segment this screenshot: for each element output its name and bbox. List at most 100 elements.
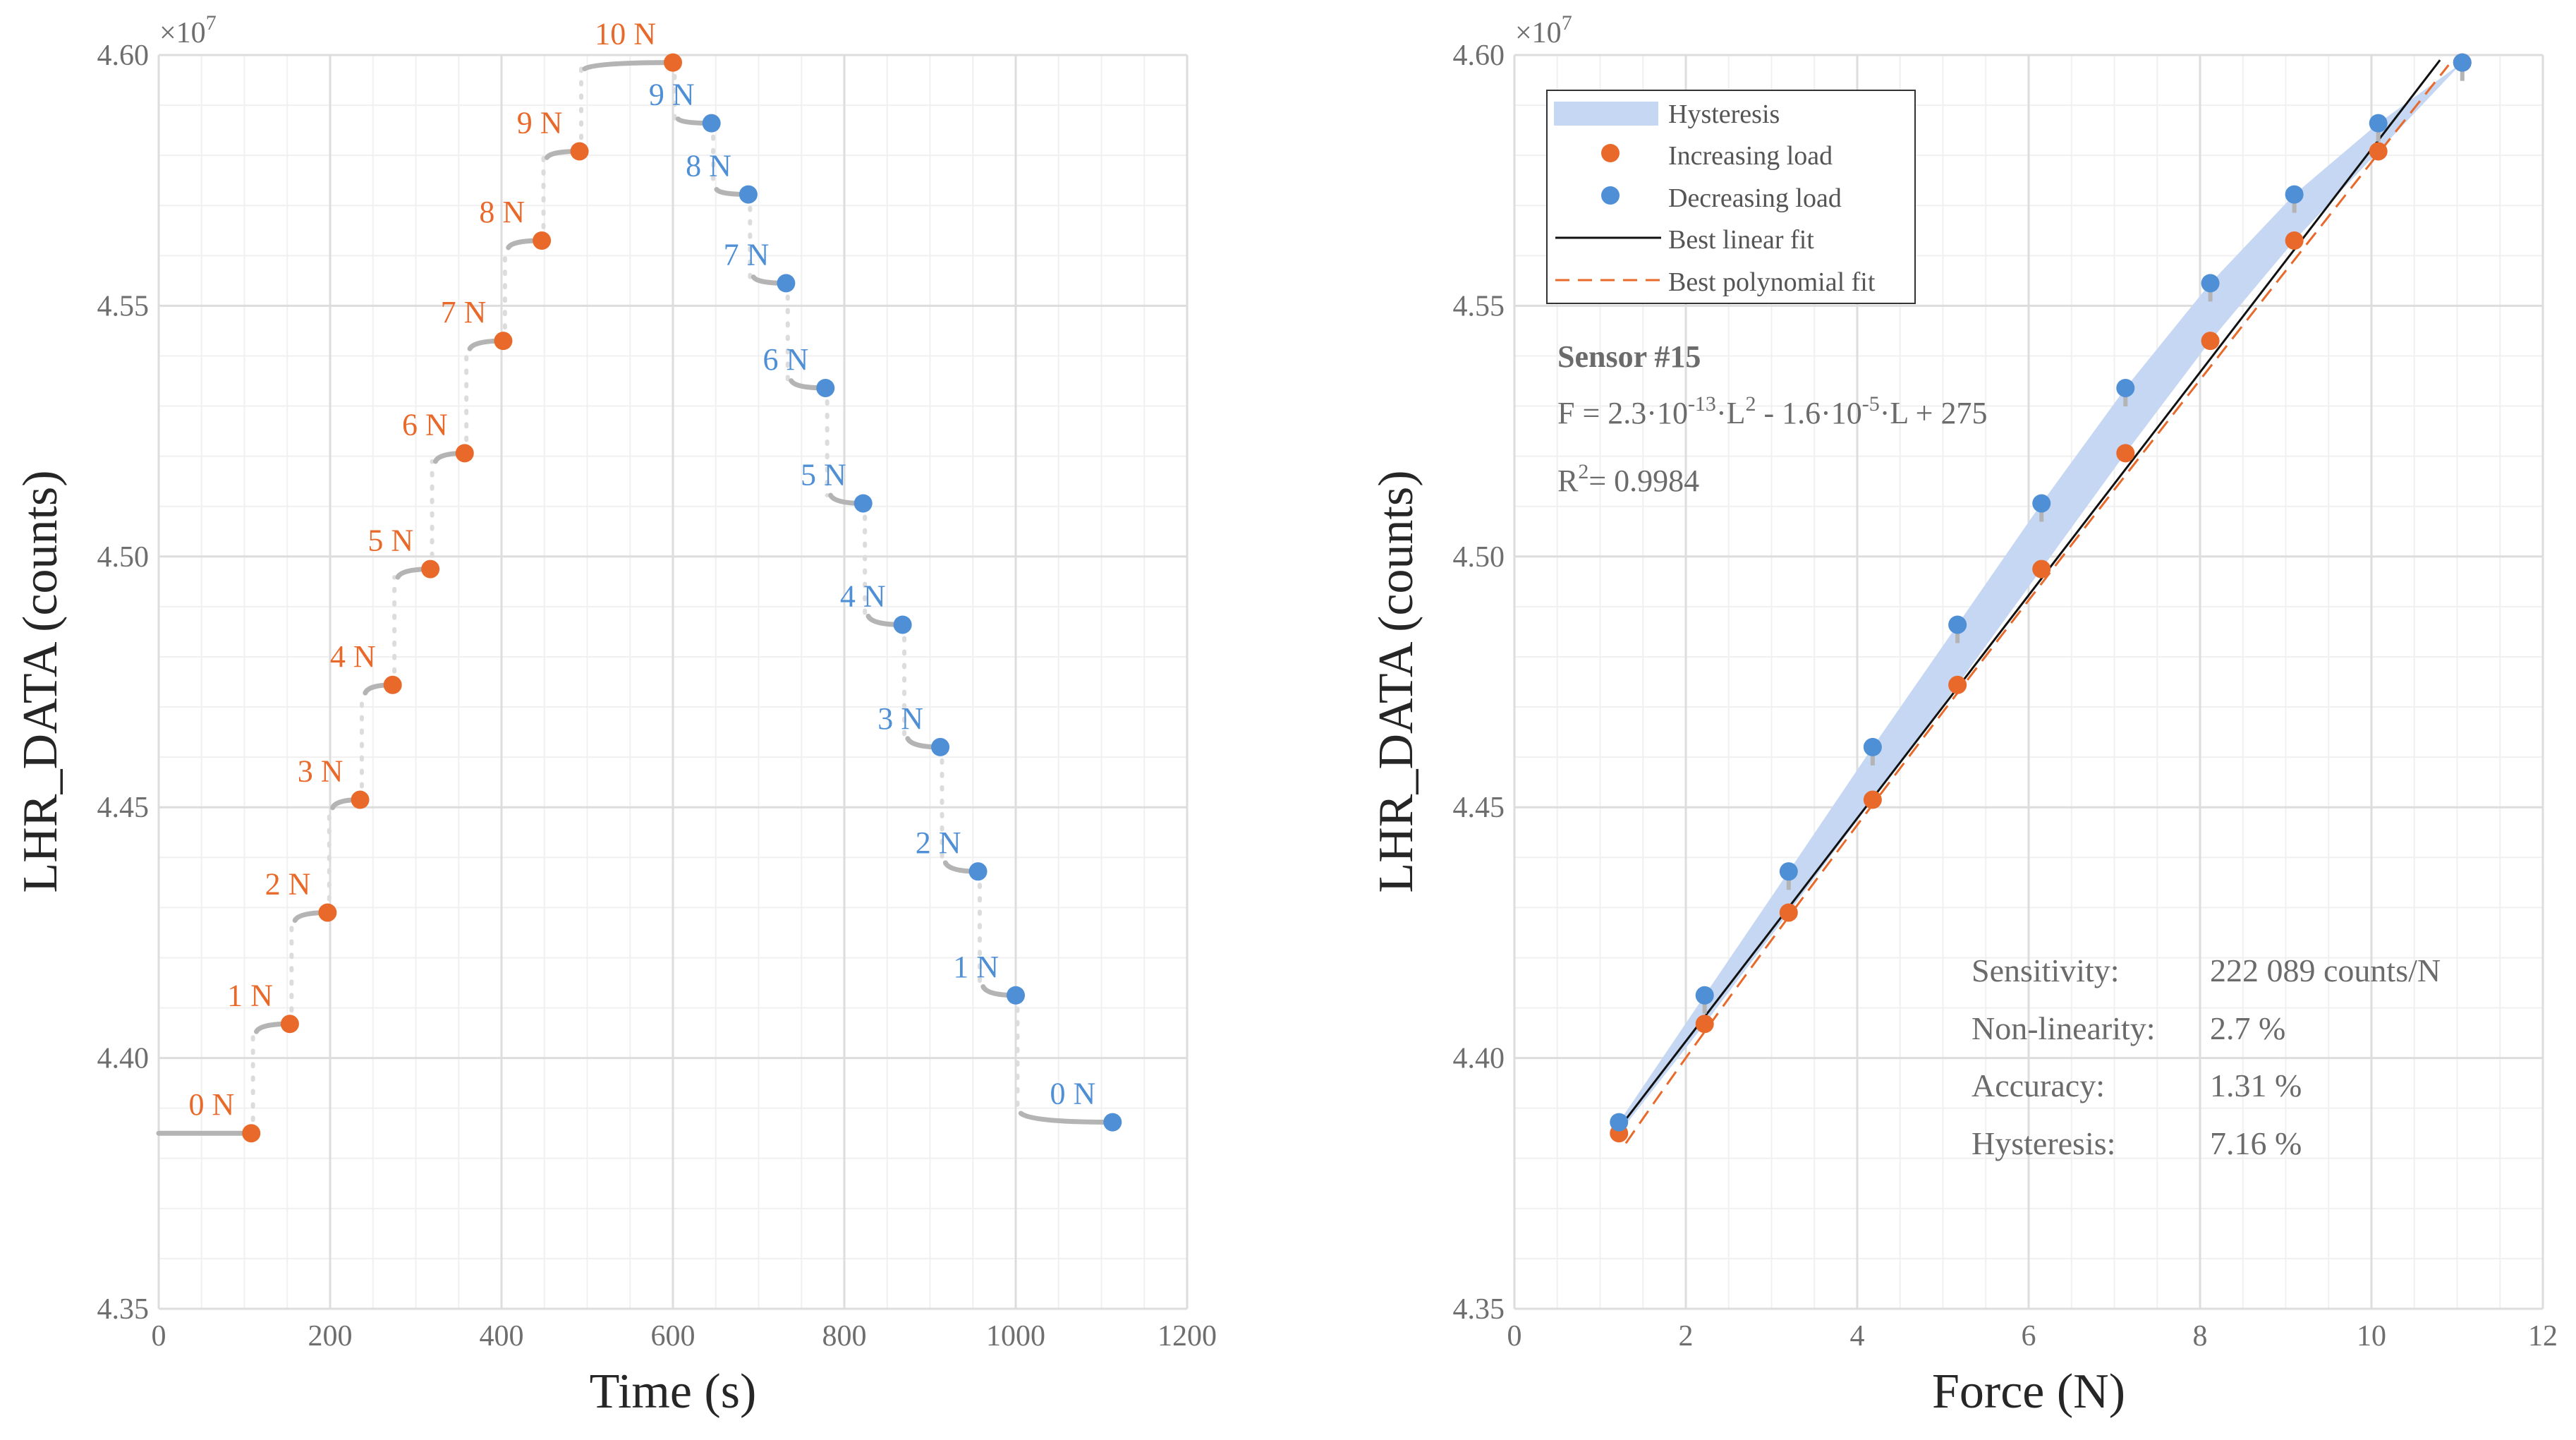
decreasing-point-label: 6 N (763, 342, 808, 377)
fit-equation: F = 2.3·10-13·L2 - 1.6·10-5·L + 275 (1557, 392, 1988, 430)
legend-hysteresis-swatch (1554, 102, 1658, 126)
y-tick-label: 4.55 (1453, 290, 1505, 322)
decreasing-point (853, 494, 873, 513)
time-series-panel: 0 N 1 N 2 N 3 N 4 N 5 N 6 N 7 N 8 N 9 N 10 N 9 N 8 N… (13, 11, 1217, 1419)
y-tick-label: 4.45 (97, 792, 150, 824)
stat-sensitivity-name: Sensitivity: (1972, 952, 2120, 988)
legend-decreasing-label: Decreasing load (1668, 183, 1842, 213)
increasing-point-label: 9 N (517, 105, 563, 140)
x-tick-label: 2 (1679, 1320, 1694, 1353)
x-tick-label: 8 (2193, 1320, 2208, 1353)
decreasing-point (968, 862, 988, 881)
decreasing-load-point (1948, 615, 1967, 634)
decreasing-load-point (2453, 53, 2472, 72)
increasing-point-label: 5 N (367, 524, 413, 558)
decreasing-point-label: 4 N (840, 579, 886, 613)
y-tick-label: 4.45 (1453, 792, 1505, 824)
right-y-axis-label: LHR_DATA (counts) (1369, 470, 1423, 893)
decreasing-load-point (1695, 986, 1714, 1005)
decreasing-load-point (1779, 862, 1798, 881)
x-tick-label: 1000 (986, 1320, 1045, 1353)
increasing-point-label: 2 N (265, 866, 311, 901)
right-x-axis-label: Force (N) (1932, 1365, 2125, 1419)
increasing-load-point (2285, 231, 2304, 250)
x-tick-label: 10 (2357, 1320, 2386, 1353)
increasing-point (570, 142, 589, 161)
y-tick-label: 4.35 (1453, 1293, 1505, 1326)
increasing-point-label: 0 N (188, 1087, 234, 1122)
decreasing-point (816, 378, 835, 397)
stat-accuracy-name: Accuracy: (1972, 1067, 2105, 1103)
decreasing-load-point (2369, 114, 2388, 133)
trace-segment (582, 60, 676, 71)
stat-hysteresis-name: Hysteresis: (1972, 1125, 2115, 1161)
sensor-annotation: Sensor #15 F = 2.3·10-13·L2 - 1.6·10-5·L… (1557, 339, 1988, 498)
y-tick-label: 4.40 (97, 1043, 150, 1075)
increasing-point-label: 4 N (330, 639, 376, 674)
increasing-point (351, 790, 370, 809)
x-tick-label: 800 (822, 1320, 867, 1353)
decreasing-point-label: 0 N (1050, 1077, 1096, 1111)
legend-decreasing-marker (1601, 186, 1620, 205)
increasing-point-label: 6 N (402, 407, 448, 442)
x-tick-label: 1200 (1158, 1320, 1217, 1353)
increasing-point-label: 1 N (227, 978, 273, 1012)
y-tick-label: 4.60 (97, 40, 150, 72)
right-exponent-label: ×107 (1515, 11, 1572, 49)
decreasing-load-point (1863, 737, 1882, 756)
right-x-tick-labels: 0 2 4 6 8 10 12 (1507, 1320, 2558, 1353)
increasing-point (242, 1124, 261, 1143)
stat-nonlinearity-name: Non-linearity: (1972, 1010, 2156, 1046)
x-tick-label: 0 (152, 1320, 166, 1353)
stat-sensitivity-value: 222 089 counts/N (2210, 952, 2441, 988)
decreasing-load-point (2116, 378, 2135, 397)
increasing-point (318, 903, 337, 922)
decreasing-point-label: 3 N (877, 701, 923, 736)
legend-linear-label: Best linear fit (1668, 225, 1814, 255)
y-tick-label: 4.60 (1453, 40, 1505, 72)
increasing-load-point (2201, 332, 2220, 351)
increasing-load-point (1695, 1015, 1714, 1034)
decreasing-point (777, 274, 796, 293)
decreasing-load-point (2285, 185, 2304, 204)
left-trace-lines (156, 60, 1115, 1136)
legend: Hysteresis Increasing load Decreasing lo… (1546, 90, 1916, 304)
increasing-point (280, 1015, 299, 1034)
increasing-load-point (1779, 903, 1798, 922)
x-tick-label: 0 (1507, 1320, 1522, 1353)
x-tick-label: 6 (2022, 1320, 2036, 1353)
increasing-load-point (1948, 675, 1967, 694)
increasing-point (494, 332, 513, 351)
increasing-load-point (1863, 790, 1882, 809)
left-x-axis-label: Time (s) (590, 1365, 757, 1419)
decreasing-point-label: 1 N (953, 950, 999, 984)
increasing-point-label: 8 N (479, 195, 525, 229)
decreasing-point (1007, 986, 1025, 1005)
decreasing-point (1103, 1113, 1122, 1132)
x-tick-label: 600 (651, 1320, 695, 1353)
increasing-point (533, 231, 552, 250)
right-y-tick-labels: 4.35 4.40 4.45 4.50 4.55 4.60 (1453, 40, 1505, 1326)
stat-accuracy-value: 1.31 % (2210, 1067, 2302, 1103)
x-tick-label: 12 (2528, 1320, 2558, 1353)
y-tick-label: 4.50 (97, 541, 150, 574)
sensor-title: Sensor #15 (1557, 339, 1701, 374)
increasing-load-point (2369, 142, 2388, 161)
decreasing-point (702, 114, 721, 133)
legend-increasing-marker (1601, 144, 1620, 162)
decreasing-point (739, 185, 758, 204)
y-tick-label: 4.40 (1453, 1043, 1505, 1075)
decreasing-load-point (2032, 494, 2051, 513)
increasing-point (664, 53, 682, 72)
x-tick-label: 200 (308, 1320, 353, 1353)
decreasing-point-label: 5 N (801, 457, 846, 492)
stat-hysteresis-value: 7.16 % (2210, 1125, 2302, 1161)
best-polynomial-fit-line (1624, 64, 2450, 1144)
decreasing-point-label: 9 N (649, 78, 695, 112)
decreasing-point (931, 737, 950, 756)
increasing-point-label: 7 N (441, 295, 487, 329)
decreasing-load-point (2201, 274, 2220, 293)
r-squared: R2= 0.9984 (1557, 460, 1699, 498)
